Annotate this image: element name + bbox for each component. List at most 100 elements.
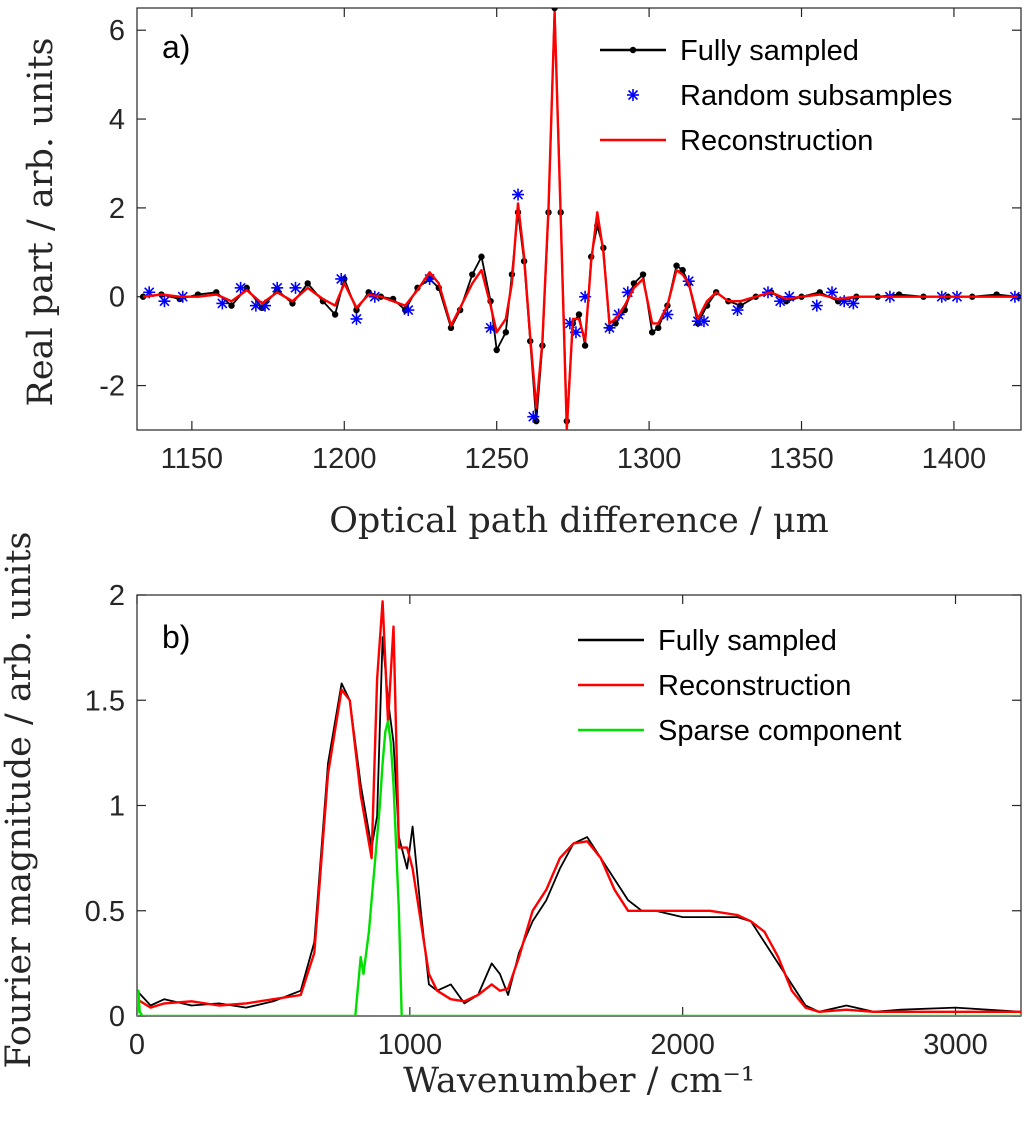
subsample-marker: [158, 295, 171, 308]
marker-stroke: [627, 89, 639, 101]
series-group: [139, 8, 1021, 430]
subsample-marker: [527, 410, 540, 423]
marker-stroke: [250, 300, 261, 311]
legend-label: Sparse component: [658, 715, 901, 747]
data-point: [639, 271, 647, 278]
x-tick-label: 0: [129, 1029, 145, 1061]
x-tick-label: 1150: [161, 443, 223, 475]
plot-area: [136, 594, 1022, 1017]
data-point: [289, 300, 296, 307]
y-tick-label: 0.5: [85, 896, 125, 928]
data-point: [243, 284, 250, 292]
x-tick-label: 1300: [617, 443, 682, 475]
y-tick-label: 1.5: [85, 685, 125, 717]
data-point: [139, 293, 147, 300]
data-point: [331, 311, 339, 318]
data-point: [353, 306, 360, 314]
x-tick-label: 1400: [922, 443, 987, 475]
panel-a: 1150 1200 1250 1300 1350 1400 -2 0 2 4 6 Optical pa…: [21, 7, 1022, 541]
marker-stroke: [336, 273, 347, 285]
panel-b: 0 1000 2000 3000 0 0.5 1 1.5 2 Wavenumber / cm⁻¹ F…: [0, 532, 1022, 1101]
data-point: [551, 8, 558, 12]
subsample-marker: [335, 272, 348, 285]
panel-label: a): [162, 29, 190, 65]
series-group: [137, 600, 1021, 1016]
subsample-marker: [810, 299, 823, 312]
data-point: [447, 324, 455, 332]
series-line-fully-sampled: [137, 636, 1021, 1013]
marker-stroke: [159, 296, 170, 307]
legend: Fully sampled Random subsamples Reconstruc…: [600, 35, 952, 157]
subsample-marker: [289, 281, 302, 294]
legend-marker: [627, 89, 639, 101]
marker-stroke: [485, 322, 496, 333]
x-tick-label: 1350: [769, 443, 834, 475]
marker-stroke: [259, 300, 271, 311]
marker-stroke: [683, 276, 694, 287]
subsample-marker: [512, 188, 525, 201]
marker-stroke: [732, 304, 743, 316]
legend-label: Reconstruction: [680, 125, 873, 157]
marker-stroke: [351, 313, 362, 325]
x-tick-label: 3000: [923, 1029, 988, 1061]
marker-stroke: [622, 287, 633, 298]
data-point: [673, 262, 680, 269]
x-tick-label: 2000: [650, 1029, 715, 1061]
data-point: [655, 324, 662, 332]
marker-stroke: [848, 298, 859, 309]
subsample-marker: [731, 304, 744, 317]
subsample-marker: [697, 315, 710, 328]
data-point: [228, 302, 235, 309]
legend-label: Fully sampled: [658, 625, 837, 657]
data-point: [533, 417, 540, 425]
series-line-reconstruction: [142, 11, 1018, 430]
x-tick-label: 1200: [312, 443, 377, 475]
data-point: [581, 342, 589, 349]
y-tick-label: 2: [109, 580, 125, 612]
marker-stroke: [528, 411, 539, 422]
panel-label: b): [162, 619, 190, 655]
marker-stroke: [235, 282, 246, 293]
marker-stroke: [698, 316, 710, 327]
x-axis-label: Optical path difference / μm: [329, 501, 829, 541]
marker-stroke: [662, 309, 673, 320]
data-point: [679, 266, 686, 274]
data-point: [493, 346, 500, 354]
data-point: [737, 302, 744, 309]
subsample-marker: [402, 304, 415, 317]
y-axis-label: Real part / arb. units: [21, 38, 61, 407]
y-tick-label: 4: [109, 104, 125, 136]
marker-stroke: [403, 304, 414, 316]
data-point: [502, 329, 510, 336]
y-tick-label: 0: [109, 282, 125, 314]
y-axis-label: Fourier magnitude / arb. units: [0, 532, 39, 1069]
legend: Fully sampled Reconstruction Sparse compon…: [578, 625, 901, 747]
marker-stroke: [290, 282, 301, 293]
legend-label: Fully sampled: [680, 35, 859, 67]
x-axis-label: Wavenumber / cm⁻¹: [403, 1061, 755, 1101]
plot-area: [136, 7, 1022, 431]
series-line-reconstruction: [137, 600, 1021, 1013]
y-tick-label: 6: [109, 15, 125, 47]
marker-stroke: [826, 287, 838, 298]
marker-stroke: [217, 298, 228, 309]
series-line-sparse-component: [137, 720, 1021, 1016]
x-tick-label: 1250: [464, 443, 529, 475]
legend-label: Reconstruction: [658, 670, 851, 702]
marker-stroke: [811, 300, 822, 311]
marker-stroke: [512, 189, 524, 200]
legend-label: Random subsamples: [680, 80, 952, 112]
subsample-marker: [216, 297, 229, 310]
data-point: [612, 320, 619, 327]
marker-stroke: [272, 282, 283, 293]
data-point: [469, 271, 476, 278]
x-tick-label: 1000: [378, 1029, 443, 1061]
subsample-marker: [847, 297, 860, 310]
marker-stroke: [604, 322, 615, 333]
data-point: [304, 280, 311, 287]
data-point: [478, 253, 485, 260]
series-line-fully-sampled: [142, 8, 1019, 422]
legend-marker: [629, 46, 637, 54]
y-tick-label: 1: [109, 791, 125, 823]
